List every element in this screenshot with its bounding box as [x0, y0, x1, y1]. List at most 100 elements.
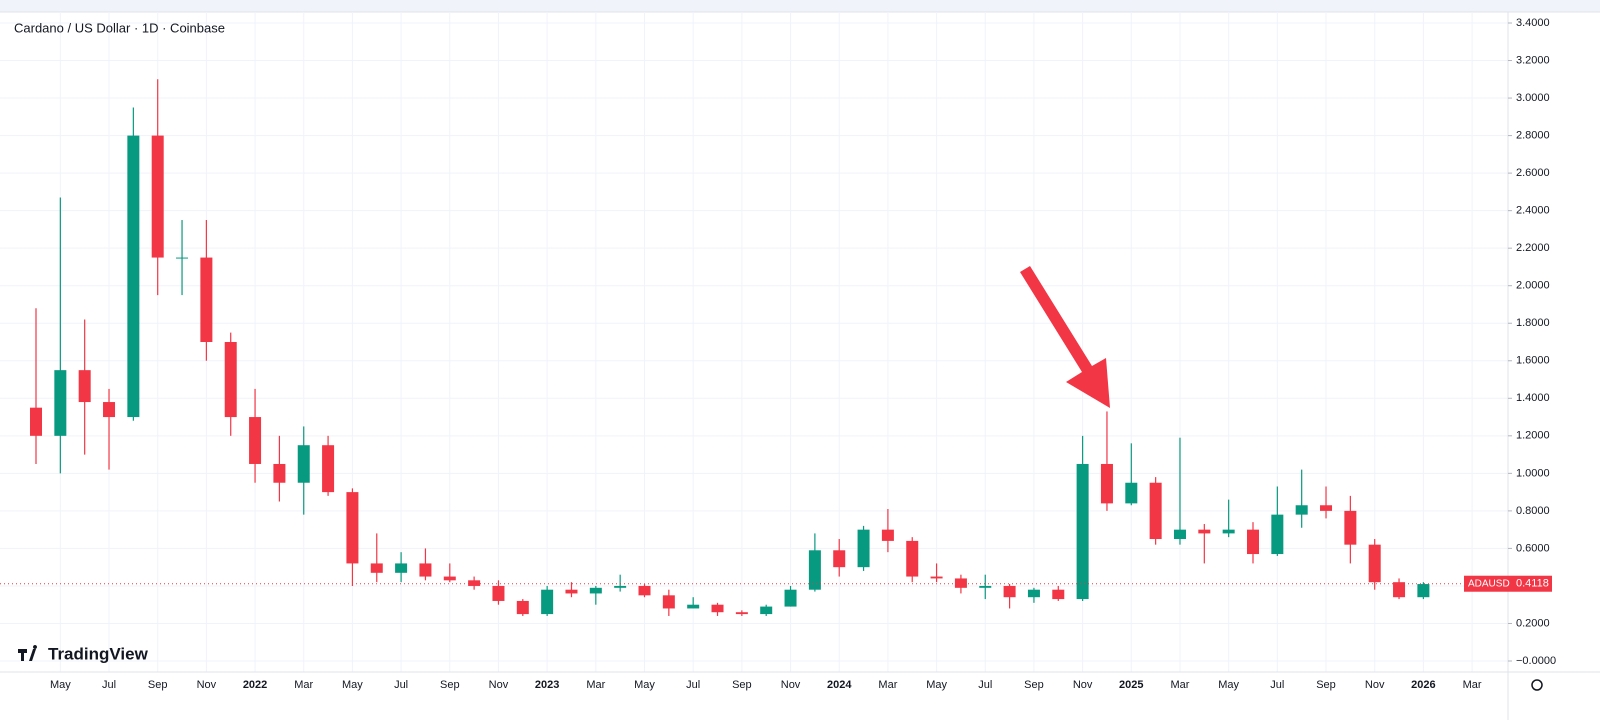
candle-body — [1295, 505, 1308, 515]
x-tick-label: Sep — [148, 679, 168, 691]
x-tick-label: May — [50, 679, 71, 691]
y-tick-label: 1.0000 — [1516, 467, 1550, 479]
x-tick-label: Mar — [586, 679, 605, 691]
candle-body — [224, 342, 237, 418]
x-tick-label: Sep — [1316, 679, 1336, 691]
candle-body — [735, 612, 748, 615]
candle-body — [1417, 584, 1430, 598]
y-tick-label: 1.2000 — [1516, 430, 1550, 442]
candle-body — [395, 563, 408, 573]
candle-body — [273, 463, 286, 483]
candle-body — [979, 585, 992, 588]
candle-body — [297, 445, 310, 483]
candle-body — [151, 135, 164, 258]
y-tick-label: 1.6000 — [1516, 355, 1550, 367]
candle-body — [370, 563, 383, 573]
y-tick-label: 3.4000 — [1516, 17, 1550, 29]
candle-body — [1003, 585, 1016, 598]
candle-body — [1393, 582, 1406, 598]
candle-body — [1027, 589, 1040, 598]
candle-body — [1222, 529, 1235, 534]
x-tick-label: Jul — [978, 679, 992, 691]
candle-body — [541, 589, 554, 615]
candle-body — [833, 550, 846, 568]
x-tick-label: Sep — [732, 679, 752, 691]
x-tick-label: Nov — [489, 679, 509, 691]
candle-body — [30, 407, 42, 436]
x-tick-label: Jul — [394, 679, 408, 691]
y-tick-label: 2.4000 — [1516, 205, 1550, 217]
x-tick-label: Jul — [102, 679, 116, 691]
candle-body — [662, 595, 675, 609]
arrow-annotation — [1020, 266, 1110, 408]
x-tick-label: Sep — [1024, 679, 1044, 691]
candle-body — [589, 587, 602, 594]
y-tick-label: 3.0000 — [1516, 92, 1550, 104]
candle-body — [614, 585, 627, 588]
candle-body — [1247, 529, 1259, 555]
x-tick-label: May — [926, 679, 947, 691]
candle-body — [176, 257, 189, 259]
candle-body — [54, 370, 67, 436]
price-tag-symbol: ADAUSD — [1468, 578, 1510, 589]
x-tick-label: 2022 — [243, 679, 267, 691]
gear[interactable] — [1531, 679, 1543, 691]
candle-body — [1198, 529, 1211, 534]
arrow — [1020, 266, 1110, 408]
y-tick-label: 3.2000 — [1516, 54, 1550, 66]
candle-body — [249, 417, 262, 464]
x-tick-label: Mar — [294, 679, 313, 691]
candle-body — [1271, 514, 1284, 555]
x-tick-label: Nov — [1073, 679, 1093, 691]
candle-body — [492, 585, 505, 601]
x-tick-label: Jul — [686, 679, 700, 691]
candle-body — [1076, 463, 1089, 600]
candle-body — [468, 580, 481, 586]
settings-icon[interactable] — [1531, 679, 1543, 691]
chart-title: Cardano / US Dollar · 1D · Coinbase — [14, 20, 225, 35]
logo-icon — [18, 644, 38, 661]
x-tick-label: Nov — [781, 679, 801, 691]
x-tick-label: May — [634, 679, 655, 691]
candle-body — [760, 606, 773, 615]
candle-body — [930, 576, 943, 579]
y-tick-label: 2.2000 — [1516, 242, 1550, 254]
y-tick-label: 1.8000 — [1516, 317, 1550, 329]
candle-body — [200, 257, 213, 342]
candle-body — [881, 529, 894, 541]
candle-body — [638, 585, 651, 596]
toolbar — [0, 0, 1600, 12]
x-tick-label: 2025 — [1119, 679, 1143, 691]
candle-body — [954, 578, 967, 588]
x-tick-label: 2023 — [535, 679, 559, 691]
candle-body — [78, 370, 91, 403]
candle-body — [857, 529, 870, 568]
price-tag-value: 0.4118 — [1516, 578, 1549, 590]
candle-body — [711, 604, 724, 613]
x-tick-label: Mar — [878, 679, 897, 691]
x-tick-label: May — [1218, 679, 1239, 691]
x-tick-label: Mar — [1171, 679, 1190, 691]
y-tick-label: −0.0000 — [1516, 655, 1556, 667]
x-tick-label: Nov — [1365, 679, 1385, 691]
x-tick-label: Mar — [1463, 679, 1482, 691]
candle-body — [516, 600, 529, 615]
x-tick-label: Sep — [440, 679, 460, 691]
candle-body — [103, 402, 116, 418]
candle-body — [346, 492, 359, 564]
candle-body — [443, 576, 456, 581]
candle-body — [1368, 544, 1381, 583]
x-tick-label: 2026 — [1411, 679, 1435, 691]
y-tick-label: 0.8000 — [1516, 505, 1550, 517]
y-tick-label: 1.4000 — [1516, 392, 1550, 404]
y-tick-label: 0.2000 — [1516, 617, 1550, 629]
candle-body — [1320, 505, 1333, 511]
candle-body — [687, 604, 700, 609]
x-tick-label: May — [342, 679, 363, 691]
candle-body — [906, 540, 919, 577]
y-tick-label: 2.6000 — [1516, 167, 1550, 179]
brand: TradingView — [48, 644, 149, 663]
candle-body — [1100, 463, 1113, 504]
